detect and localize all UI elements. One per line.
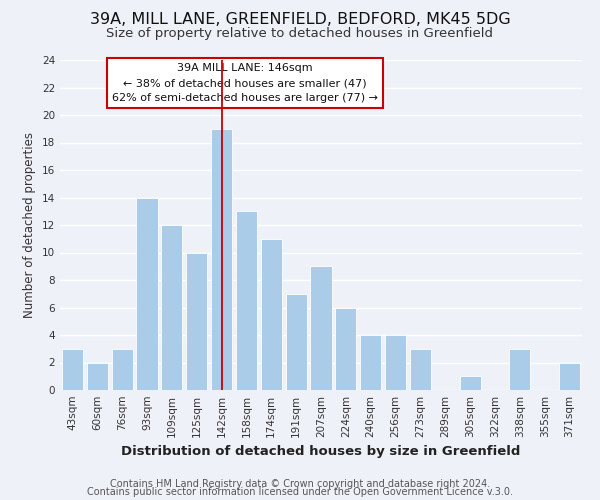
Text: Contains HM Land Registry data © Crown copyright and database right 2024.: Contains HM Land Registry data © Crown c… <box>110 479 490 489</box>
Bar <box>211 128 232 390</box>
Y-axis label: Number of detached properties: Number of detached properties <box>23 132 37 318</box>
Bar <box>559 362 580 390</box>
X-axis label: Distribution of detached houses by size in Greenfield: Distribution of detached houses by size … <box>121 446 521 458</box>
Bar <box>410 349 431 390</box>
Bar <box>310 266 332 390</box>
Bar <box>112 349 133 390</box>
Bar <box>286 294 307 390</box>
Text: 39A, MILL LANE, GREENFIELD, BEDFORD, MK45 5DG: 39A, MILL LANE, GREENFIELD, BEDFORD, MK4… <box>89 12 511 28</box>
Bar <box>186 252 207 390</box>
Bar <box>335 308 356 390</box>
Bar <box>136 198 158 390</box>
Text: Size of property relative to detached houses in Greenfield: Size of property relative to detached ho… <box>107 28 493 40</box>
Text: 39A MILL LANE: 146sqm
← 38% of detached houses are smaller (47)
62% of semi-deta: 39A MILL LANE: 146sqm ← 38% of detached … <box>112 64 379 103</box>
Bar <box>87 362 108 390</box>
Bar <box>62 349 83 390</box>
Bar <box>509 349 530 390</box>
Bar <box>385 335 406 390</box>
Text: Contains public sector information licensed under the Open Government Licence v.: Contains public sector information licen… <box>87 487 513 497</box>
Bar <box>236 211 257 390</box>
Bar <box>360 335 381 390</box>
Bar <box>161 225 182 390</box>
Bar <box>460 376 481 390</box>
Bar <box>261 239 282 390</box>
